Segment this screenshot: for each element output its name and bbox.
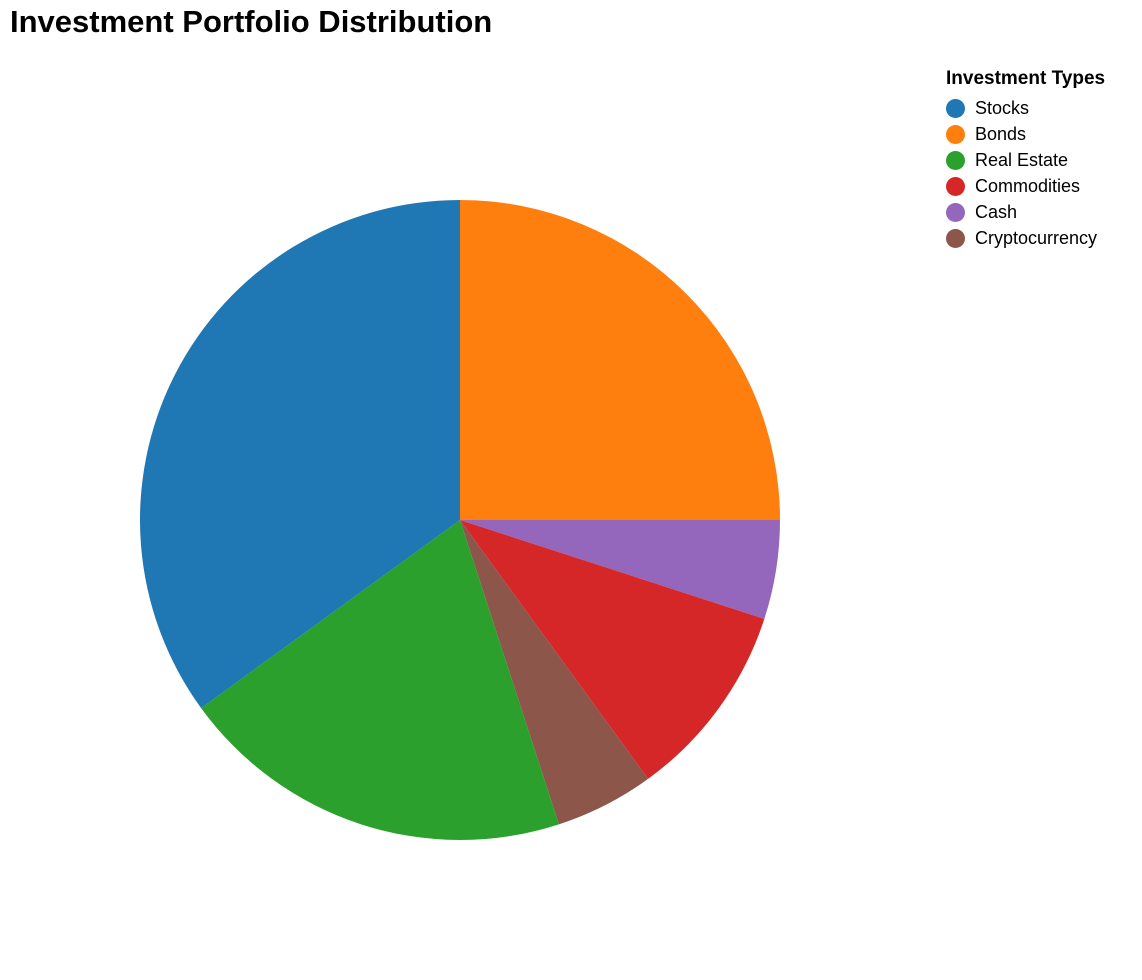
legend-label-stocks: Stocks	[975, 97, 1030, 118]
pie-slice-cash	[460, 520, 780, 619]
pie-slice-stocks	[139, 200, 460, 709]
legend-item-real-estate: Real Estate	[946, 147, 1105, 173]
legend-item-bonds: Bonds	[946, 121, 1105, 147]
legend-label-bonds: Bonds	[975, 123, 1027, 144]
pie-slice-bonds	[460, 200, 780, 520]
legend-swatch-cash	[946, 202, 965, 222]
legend-label-commodities: Commodities	[975, 175, 1081, 196]
legend-item-stocks: Stocks	[946, 95, 1105, 121]
pie-slice-commodities	[460, 520, 765, 779]
legend-swatch-stocks	[946, 98, 965, 118]
legend: Investment Types Stocks Bonds Real Estate C…	[946, 68, 1105, 251]
legend-items: Stocks Bonds Real Estate Commodities Cash Cry…	[946, 95, 1105, 251]
chart-title: Investment Portfolio Distribution	[10, 4, 493, 39]
legend-label-real-estate: Real Estate	[975, 149, 1069, 170]
legend-item-cash: Cash	[946, 199, 1105, 225]
legend-swatch-cryptocurrency	[946, 228, 965, 248]
legend-swatch-commodities	[946, 176, 965, 196]
legend-swatch-real-estate	[946, 150, 965, 170]
pie-slice-cryptocurrency	[460, 520, 649, 825]
legend-item-cryptocurrency: Cryptocurrency	[946, 225, 1105, 251]
pie-slice-real-estate	[201, 520, 559, 841]
legend-label-cash: Cash	[975, 201, 1018, 222]
legend-item-commodities: Commodities	[946, 173, 1105, 199]
legend-label-cryptocurrency: Cryptocurrency	[975, 227, 1098, 248]
legend-title: Investment Types	[946, 68, 1106, 89]
legend-swatch-bonds	[946, 124, 965, 144]
